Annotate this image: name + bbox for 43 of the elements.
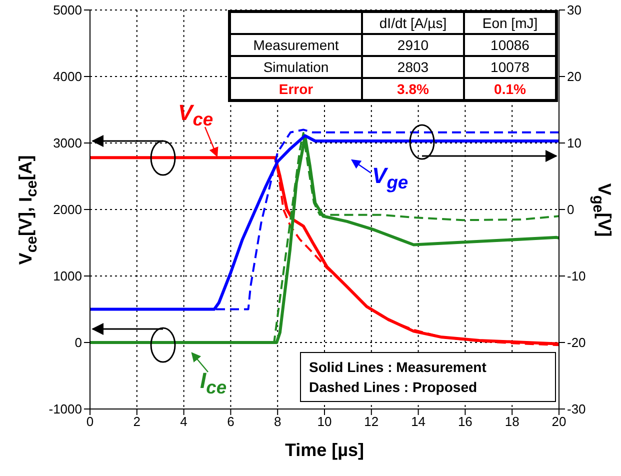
x-tick-label: 16 xyxy=(458,414,472,430)
x-tick-label: 14 xyxy=(411,414,426,430)
y2-tick-label: 10 xyxy=(567,136,582,151)
annotation: Measurement xyxy=(230,34,362,56)
x-tick-label: 20 xyxy=(552,414,566,430)
annotation: 0.1% xyxy=(464,78,556,100)
annotation: Eon [mJ] xyxy=(464,12,556,34)
y2-tick-label: 20 xyxy=(567,69,582,84)
annotation: Error xyxy=(230,78,362,100)
x-tick-label: 8 xyxy=(274,414,282,430)
annotation: dI/dt [A/µs] xyxy=(362,12,464,34)
x-axis-title: Time [µs] xyxy=(284,440,366,461)
x-tick-label: 4 xyxy=(180,414,188,430)
y-tick-label: 0 xyxy=(74,335,82,350)
y-tick-label: -1000 xyxy=(48,402,82,417)
annotation: Dashed Lines : Proposed xyxy=(309,378,478,397)
x-tick-label: 6 xyxy=(227,414,234,430)
x-tick-label: 10 xyxy=(317,414,332,430)
series-label: V$_{ge}$ xyxy=(372,163,408,194)
y2-tick-label: 0 xyxy=(567,202,574,218)
annotation: Solid Lines : Measurement xyxy=(309,358,488,377)
x-tick-label: 0 xyxy=(86,414,94,430)
annotation: 2910 xyxy=(362,34,464,56)
y-tick-label: 2000 xyxy=(53,202,82,218)
y-tick-label: 3000 xyxy=(53,136,82,151)
annotation: 2803 xyxy=(362,56,464,78)
y-tick-label: 4000 xyxy=(53,69,82,84)
y-tick-label: 5000 xyxy=(53,2,82,18)
y2-tick-label: 30 xyxy=(567,2,582,18)
legend-label: I$_{ce}$ xyxy=(200,368,227,398)
x-tick-label: 12 xyxy=(364,414,379,430)
y2-tick-label: -10 xyxy=(567,268,586,284)
annotation: 10078 xyxy=(464,56,556,78)
y-tick-label: 1000 xyxy=(53,268,82,284)
x-tick-label: 2 xyxy=(133,414,141,430)
annotation: 3.8% xyxy=(362,78,464,100)
y2-tick-label: -20 xyxy=(567,335,586,350)
series-label: V$_{ce}$ xyxy=(178,100,214,130)
annotation: 10086 xyxy=(464,34,556,56)
x-tick-label: 18 xyxy=(504,414,520,430)
y2-tick-label: -30 xyxy=(567,402,586,417)
annotation: Simulation xyxy=(230,56,362,78)
caption-box: Solid Lines : Measurement Dashed Lines : Proposed xyxy=(300,352,556,402)
